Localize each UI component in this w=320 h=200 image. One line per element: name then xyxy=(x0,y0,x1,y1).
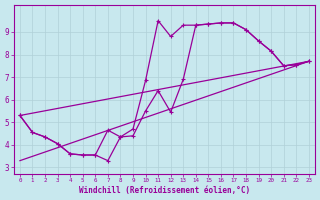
X-axis label: Windchill (Refroidissement éolien,°C): Windchill (Refroidissement éolien,°C) xyxy=(79,186,250,195)
